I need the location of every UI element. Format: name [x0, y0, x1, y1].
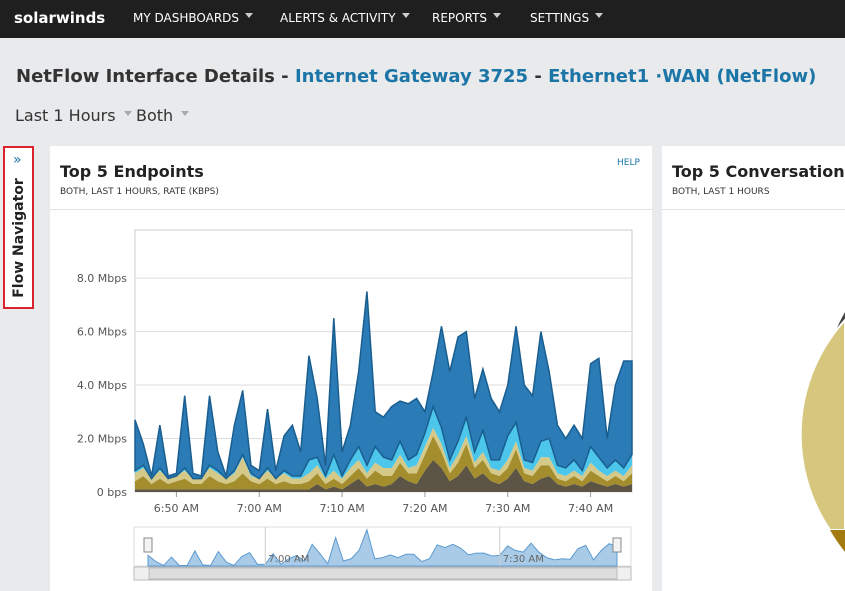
x-tick-label: 7:20 AM [402, 502, 447, 515]
area [135, 459, 632, 492]
area [134, 291, 633, 480]
separator: - [534, 66, 542, 87]
menu-item[interactable]: MY DASHBOARDS [133, 11, 253, 25]
time-filter[interactable]: Last 1 Hours [15, 106, 132, 125]
x-tick-label: 7:10 AM [319, 502, 364, 515]
y-tick-label: 0 bps [97, 486, 127, 499]
x-tick-label: 6:50 AM [154, 502, 199, 515]
y-tick-label: 6.0 Mbps [77, 326, 127, 339]
brand-logo[interactable]: solarwinds [14, 9, 106, 27]
area [135, 435, 632, 490]
help-link[interactable]: HELP [617, 158, 640, 168]
separator: - [281, 66, 289, 87]
area [135, 427, 632, 484]
menu-item[interactable]: SETTINGS [530, 11, 603, 25]
y-tick-label: 8.0 Mbps [77, 272, 127, 285]
navigator-label: 7:30 AM [503, 554, 544, 565]
navigator-handle[interactable] [612, 537, 622, 553]
direction-filter[interactable]: Both [136, 106, 189, 125]
expand-icon[interactable]: » [13, 152, 22, 168]
pie-slice [799, 318, 845, 531]
y-tick-label: 2.0 Mbps [77, 433, 127, 446]
panel-title: Top 5 Endpoints [60, 162, 204, 181]
panel-title: Top 5 Conversations [672, 162, 845, 181]
x-tick-label: 7:00 AM [237, 502, 282, 515]
pie-slice [830, 530, 845, 552]
x-tick-label: 7:30 AM [485, 502, 530, 515]
page-title: NetFlow Interface Details [16, 66, 275, 87]
x-tick-label: 7:40 AM [568, 502, 613, 515]
panel-subtitle: BOTH, LAST 1 HOURS, RATE (KBPS) [60, 187, 219, 197]
y-tick-label: 4.0 Mbps [77, 379, 127, 392]
panel-subtitle: BOTH, LAST 1 HOURS [672, 187, 770, 197]
page-header: NetFlow Interface Details - Internet Gat… [16, 66, 816, 87]
scroll-thumb[interactable] [148, 567, 618, 580]
navigator-label: 7:00 AM [268, 554, 309, 565]
endpoints-panel: Top 5 Endpoints BOTH, LAST 1 HOURS, RATE… [50, 146, 652, 591]
divider [50, 209, 652, 210]
menu-item[interactable]: REPORTS [432, 11, 501, 25]
divider [662, 209, 845, 210]
navigator-handle[interactable] [143, 537, 153, 553]
top-nav: solarwinds MY DASHBOARDS ALERTS & ACTIVI… [0, 0, 845, 38]
menu-item[interactable]: ALERTS & ACTIVITY [280, 11, 410, 25]
node-link[interactable]: Internet Gateway 3725 [294, 66, 529, 87]
interface-link[interactable]: Ethernet1 ·WAN (NetFlow) [548, 66, 817, 87]
flow-navigator-tab[interactable]: » Flow Navigator [3, 146, 34, 309]
